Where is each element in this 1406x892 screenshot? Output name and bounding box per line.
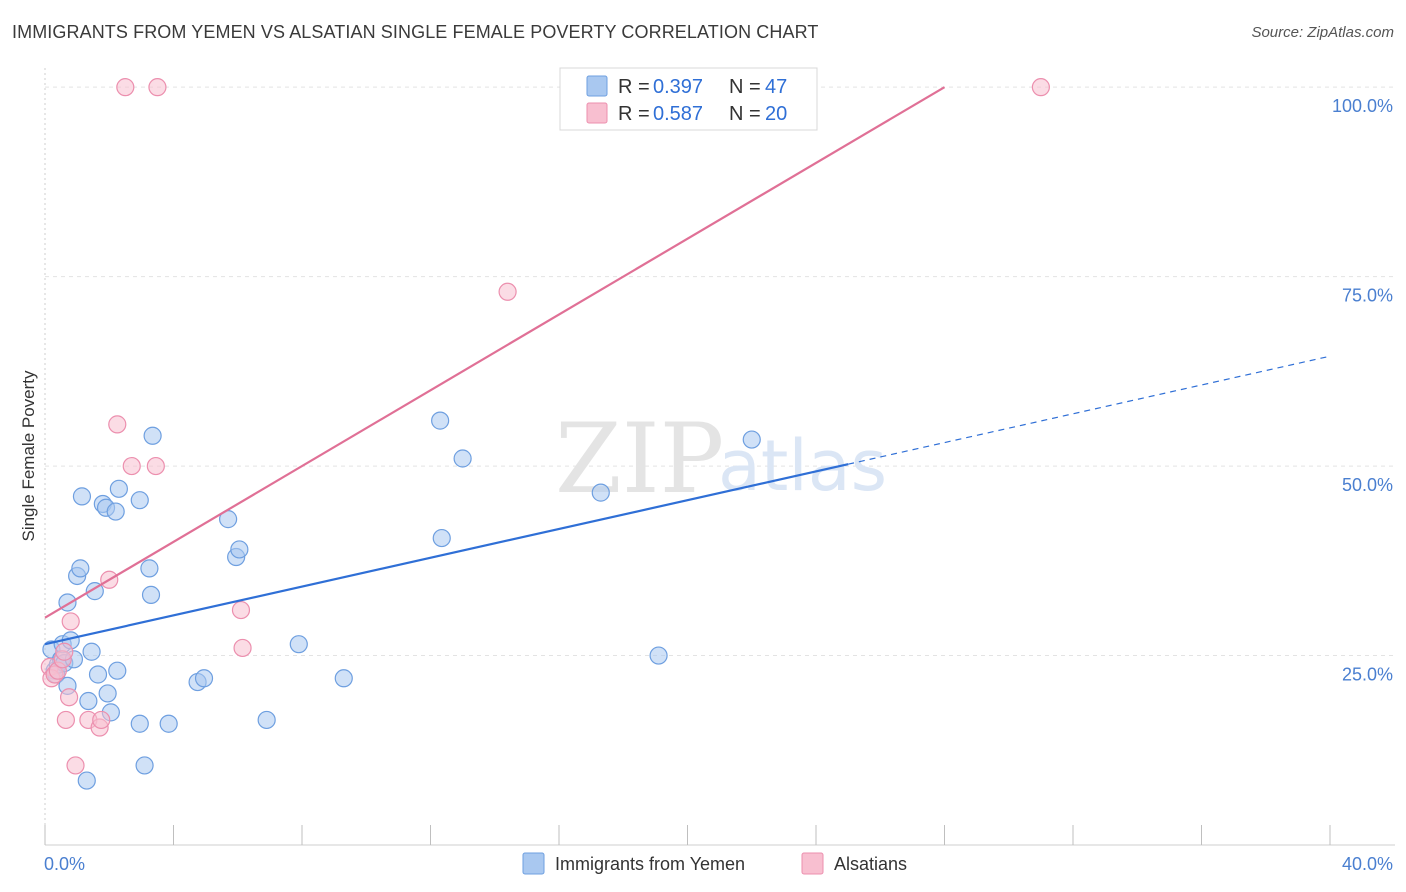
data-point-alsatians	[56, 710, 75, 730]
trend-line-yemen-extension	[847, 355, 1331, 465]
data-point-yemen	[88, 665, 108, 684]
x-tick-label: 0.0%	[44, 854, 85, 874]
data-point-yemen	[194, 669, 214, 688]
watermark-zip: ZIP	[555, 403, 724, 515]
data-point-yemen	[649, 646, 668, 665]
bottom-legend-swatch-alsatians	[801, 852, 824, 875]
data-point-alsatians	[122, 456, 141, 476]
trend-line-alsatians	[44, 86, 946, 619]
data-point-alsatians	[116, 78, 135, 97]
data-point-yemen	[431, 411, 450, 430]
legend-r-value-alsatians: 0.587	[653, 103, 703, 125]
data-point-alsatians	[55, 642, 74, 661]
trend-layer	[44, 86, 1331, 646]
grid-layer	[45, 86, 1395, 657]
data-point-alsatians	[1031, 78, 1050, 97]
data-point-yemen	[334, 669, 353, 688]
data-point-yemen	[82, 642, 101, 661]
data-point-alsatians	[498, 282, 517, 301]
data-point-yemen	[77, 771, 96, 790]
y-tick-label: 50.0%	[1342, 475, 1393, 495]
data-point-yemen	[742, 430, 761, 449]
data-point-yemen	[591, 483, 610, 502]
data-point-yemen	[143, 426, 162, 445]
data-point-alsatians	[66, 756, 85, 775]
data-point-yemen	[140, 559, 159, 578]
data-point-yemen	[141, 585, 161, 605]
data-point-yemen	[289, 635, 308, 654]
legend-n-label-yemen: N =	[729, 76, 761, 98]
data-point-alsatians	[61, 612, 80, 631]
legend-r-value-yemen: 0.397	[653, 76, 703, 98]
legend-n-label-alsatians: N =	[729, 103, 761, 125]
data-point-yemen	[106, 502, 125, 521]
y-tick-label: 25.0%	[1342, 665, 1393, 685]
legend-n-value-yemen: 47	[765, 76, 787, 98]
data-point-alsatians	[146, 456, 165, 476]
points-layer	[40, 78, 1050, 790]
data-point-alsatians	[92, 710, 111, 730]
bottom-legend-swatch-yemen	[522, 852, 545, 875]
legend-swatch-yemen	[586, 75, 608, 97]
axis-layer: 25.0% 50.0% 75.0% 100.0% 0.0% 40.0%	[44, 68, 1395, 874]
data-point-yemen	[79, 691, 98, 711]
bottom-legend-label-alsatians: Alsatians	[834, 854, 907, 874]
y-axis-label: Single Female Poverty	[19, 370, 38, 542]
data-point-yemen	[108, 661, 127, 680]
data-point-yemen	[432, 528, 451, 548]
bottom-legend-label-yemen: Immigrants from Yemen	[555, 854, 745, 874]
data-point-alsatians	[233, 638, 252, 658]
data-point-yemen	[109, 479, 128, 498]
data-point-yemen	[230, 540, 249, 559]
chart-title: IMMIGRANTS FROM YEMEN VS ALSATIAN SINGLE…	[12, 22, 819, 42]
data-point-alsatians	[148, 78, 167, 97]
data-point-yemen	[98, 684, 117, 703]
data-point-yemen	[159, 714, 178, 733]
data-point-yemen	[130, 714, 149, 733]
legend-swatch-alsatians	[586, 102, 608, 124]
x-tick-label: 40.0%	[1342, 854, 1393, 874]
data-point-yemen	[257, 710, 276, 730]
data-point-alsatians	[108, 415, 127, 434]
source-credit: Source: ZipAtlas.com	[1251, 24, 1394, 41]
data-point-yemen	[130, 491, 149, 510]
data-point-alsatians	[231, 600, 251, 620]
legend-r-label-yemen: R =	[618, 76, 650, 98]
data-point-yemen	[453, 449, 472, 468]
y-tick-label: 75.0%	[1342, 286, 1393, 306]
series-legend: Immigrants from Yemen Alsatians	[522, 852, 907, 875]
legend-r-label-alsatians: R =	[618, 103, 650, 125]
trend-line-yemen	[44, 463, 849, 646]
y-tick-label: 100.0%	[1332, 96, 1393, 116]
legend-n-value-alsatians: 20	[765, 103, 787, 125]
correlation-legend: R = 0.397 N = 47 R = 0.587 N = 20	[559, 67, 818, 131]
data-point-yemen	[135, 756, 154, 775]
data-point-alsatians	[59, 688, 79, 707]
data-point-yemen	[71, 559, 90, 578]
watermark: ZIP atlas	[555, 403, 887, 515]
data-point-yemen	[72, 487, 92, 506]
